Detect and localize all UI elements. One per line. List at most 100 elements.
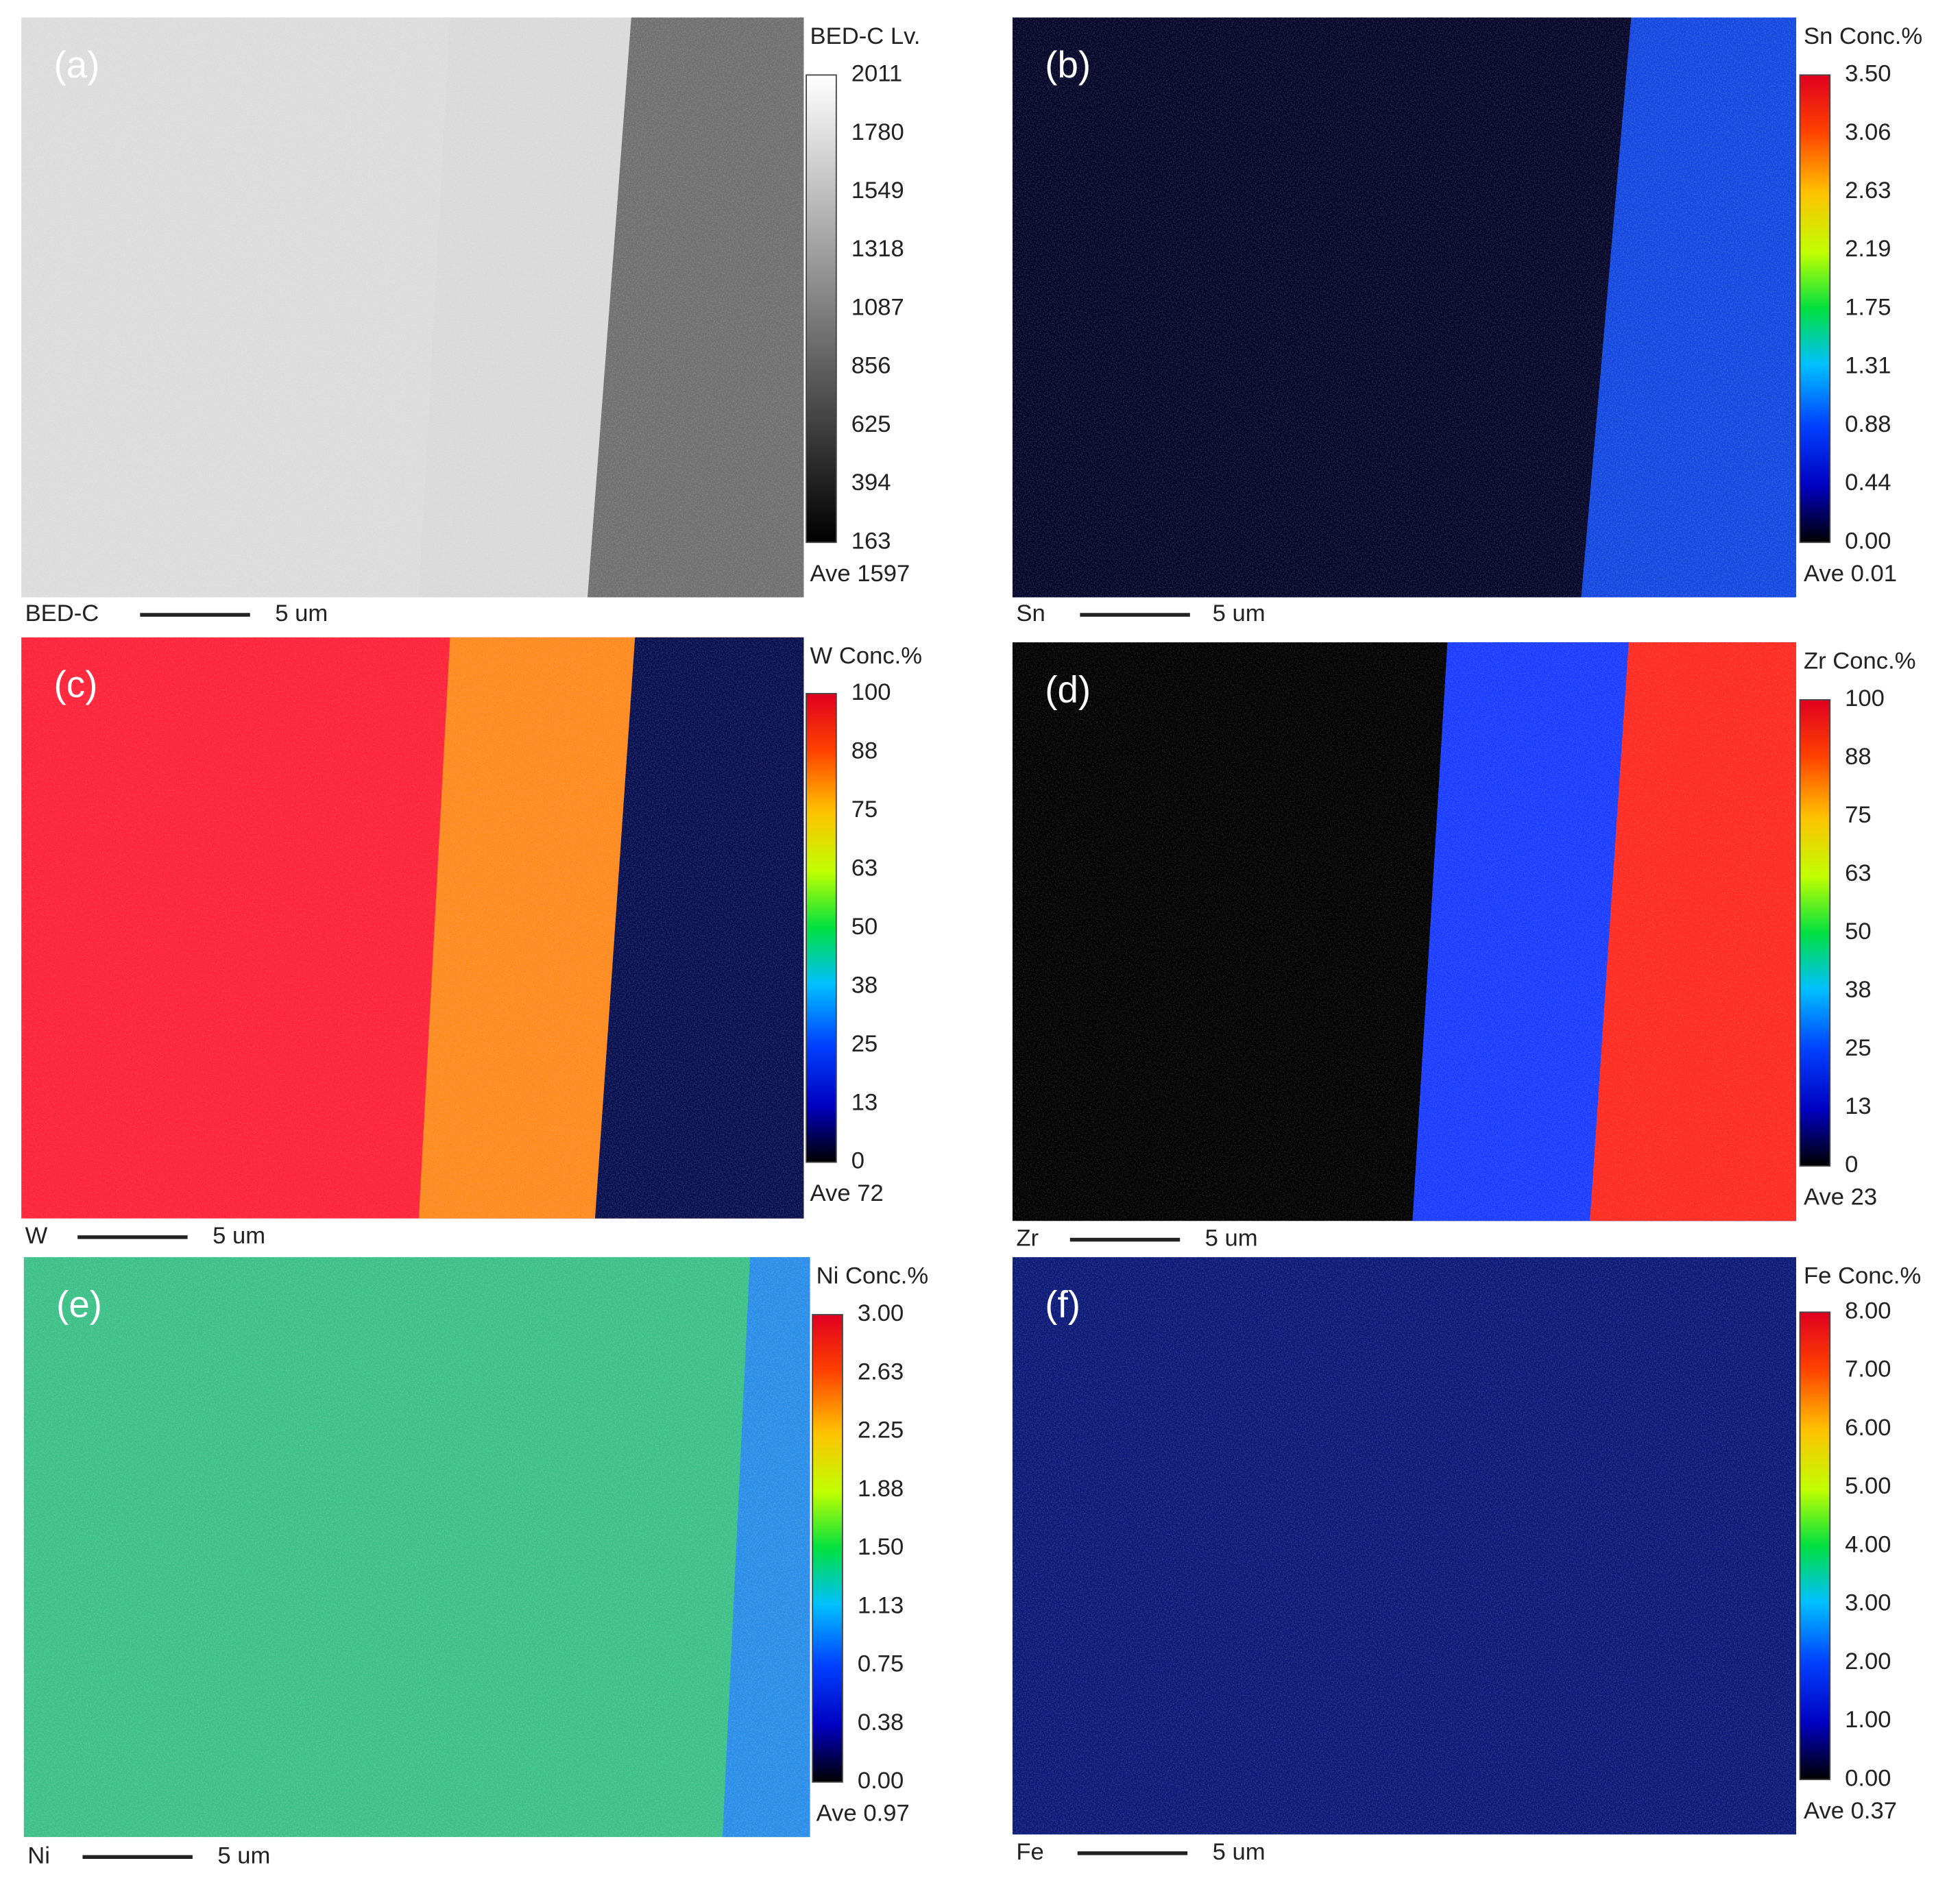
- colorbar-title: Ni Conc.%: [816, 1263, 929, 1289]
- colorbar-tick-label: 63: [851, 855, 878, 881]
- colorbar-tick-label: 0: [1845, 1152, 1858, 1178]
- element-label: Sn: [1016, 600, 1045, 626]
- map-panel: (b) Sn Conc.% 3.50 3.06 2.63 2.19 1.75 1.31 0.88…: [1012, 17, 1922, 626]
- map-panel: (e) Ni Conc.% 3.00 2.63 2.25 1.88 1.50 1.13 0.75…: [23, 1257, 929, 1868]
- colorbar-tick-label: 3.50: [1845, 61, 1891, 87]
- element-label: Zr: [1016, 1226, 1039, 1252]
- colorbar-title: Fe Conc.%: [1804, 1263, 1921, 1289]
- colorbar-tick-label: 0.00: [1845, 528, 1891, 554]
- colorbar-tick-label: 2.25: [858, 1417, 904, 1444]
- colorbar-tick-label: 0.88: [1845, 411, 1891, 437]
- colorbar-tick-label: 856: [851, 353, 891, 379]
- colorbar-tick-label: 3.00: [858, 1300, 904, 1326]
- panel-label: (b): [1045, 43, 1091, 86]
- average-label: Ave 23: [1804, 1184, 1877, 1210]
- colorbar-tick-label: 100: [851, 679, 891, 705]
- map-panel: (c) W Conc.% 100 88 75 63 50 38 25 13 0 Ave 72 W 5 um: [21, 637, 922, 1249]
- panel-label: (d): [1045, 668, 1091, 710]
- map-panel: (d) Zr Conc.% 100 88 75 63 50 38 25 13 0 Ave 23 Zr 5 …: [1012, 642, 1916, 1252]
- colorbar-tick-label: 0: [851, 1148, 864, 1174]
- colorbar-tick-label: 7.00: [1845, 1356, 1891, 1383]
- colorbar-tick-label: 1.50: [858, 1534, 904, 1560]
- colorbar-tick-label: 1087: [851, 294, 904, 320]
- colorbar: [806, 74, 837, 544]
- element-label: BED-C: [25, 600, 99, 626]
- colorbar: [1799, 699, 1831, 1167]
- colorbar-tick-label: 8.00: [1845, 1298, 1891, 1324]
- colorbar-tick-label: 3.00: [1845, 1590, 1891, 1616]
- colorbar-tick-label: 2.00: [1845, 1648, 1891, 1675]
- noise-texture: [1012, 17, 1797, 598]
- noise-texture: [1012, 642, 1797, 1221]
- average-label: Ave 0.97: [816, 1800, 910, 1826]
- colorbar-tick-label: 6.00: [1845, 1415, 1891, 1441]
- average-label: Ave 0.37: [1804, 1798, 1897, 1824]
- panel-label: (a): [54, 43, 100, 86]
- colorbar-tick-label: 38: [1845, 977, 1872, 1003]
- colorbar-title: Sn Conc.%: [1804, 23, 1922, 49]
- colorbar-tick-label: 625: [851, 411, 891, 437]
- colorbar-tick-label: 3.06: [1845, 119, 1891, 145]
- colorbar: [812, 1314, 843, 1783]
- colorbar-title: BED-C Lv.: [810, 23, 921, 49]
- colorbar-tick-label: 2.63: [1845, 178, 1891, 204]
- scale-bar-label: 5 um: [213, 1223, 265, 1249]
- colorbar-tick-label: 0.75: [858, 1651, 904, 1677]
- element-label: Ni: [27, 1842, 50, 1868]
- panel-label: (c): [54, 663, 98, 705]
- element-label: Fe: [1016, 1839, 1043, 1865]
- element-label: W: [25, 1223, 48, 1249]
- colorbar-tick-label: 0.00: [1845, 1765, 1891, 1791]
- colorbar-tick-label: 88: [851, 738, 878, 764]
- colorbar: [806, 692, 837, 1163]
- colorbar-tick-label: 63: [1845, 860, 1872, 886]
- colorbar-tick-label: 1549: [851, 178, 904, 204]
- scale-bar-label: 5 um: [1205, 1226, 1258, 1252]
- colorbar-tick-label: 100: [1845, 685, 1885, 711]
- scale-bar-label: 5 um: [217, 1842, 270, 1868]
- noise-texture: [21, 637, 804, 1219]
- colorbar-tick-label: 75: [1845, 802, 1872, 828]
- colorbar-tick-label: 50: [851, 914, 878, 940]
- scale-bar-label: 5 um: [1213, 1839, 1266, 1865]
- colorbar-tick-label: 394: [851, 470, 891, 496]
- noise-texture: [23, 1257, 810, 1838]
- average-label: Ave 72: [810, 1180, 884, 1206]
- colorbar-tick-label: 0.44: [1845, 470, 1891, 496]
- map-panel: (a) BED-C Lv. 2011 1780 1549 1318 1087 856 625 39…: [21, 17, 921, 626]
- average-label: Ave 1597: [810, 561, 910, 587]
- colorbar-tick-label: 2.19: [1845, 236, 1891, 262]
- colorbar-tick-label: 25: [1845, 1035, 1872, 1061]
- colorbar: [1799, 74, 1831, 544]
- panel-label: (e): [56, 1282, 102, 1325]
- colorbar-tick-label: 0.00: [858, 1768, 904, 1794]
- map-panel: (f) Fe Conc.% 8.00 7.00 6.00 5.00 4.00 3.00 2.00…: [1012, 1257, 1921, 1865]
- panel-label: (f): [1045, 1282, 1080, 1325]
- colorbar-tick-label: 13: [851, 1089, 878, 1115]
- colorbar: [1799, 1311, 1831, 1781]
- scale-bar-label: 5 um: [275, 600, 328, 626]
- colorbar-tick-label: 5.00: [1845, 1473, 1891, 1499]
- colorbar-tick-label: 88: [1845, 744, 1872, 770]
- colorbar-tick-label: 1.88: [858, 1476, 904, 1502]
- colorbar-title: Zr Conc.%: [1804, 648, 1916, 674]
- scale-bar-label: 5 um: [1213, 600, 1266, 626]
- colorbar-tick-label: 1318: [851, 236, 904, 262]
- average-label: Ave 0.01: [1804, 561, 1897, 587]
- noise-texture: [1012, 1257, 1797, 1835]
- colorbar-tick-label: 4.00: [1845, 1531, 1891, 1557]
- colorbar-tick-label: 25: [851, 1031, 878, 1057]
- colorbar-tick-label: 2.63: [858, 1359, 904, 1385]
- colorbar-tick-label: 0.38: [858, 1709, 904, 1736]
- colorbar-tick-label: 75: [851, 796, 878, 823]
- colorbar-tick-label: 1.75: [1845, 294, 1891, 320]
- colorbar-tick-label: 1.13: [858, 1592, 904, 1618]
- colorbar-tick-label: 50: [1845, 918, 1872, 945]
- noise-texture: [21, 17, 804, 598]
- colorbar-tick-label: 1.31: [1845, 353, 1891, 379]
- colorbar-tick-label: 163: [851, 528, 891, 554]
- colorbar-tick-label: 2011: [851, 61, 902, 87]
- colorbar-title: W Conc.%: [810, 643, 923, 669]
